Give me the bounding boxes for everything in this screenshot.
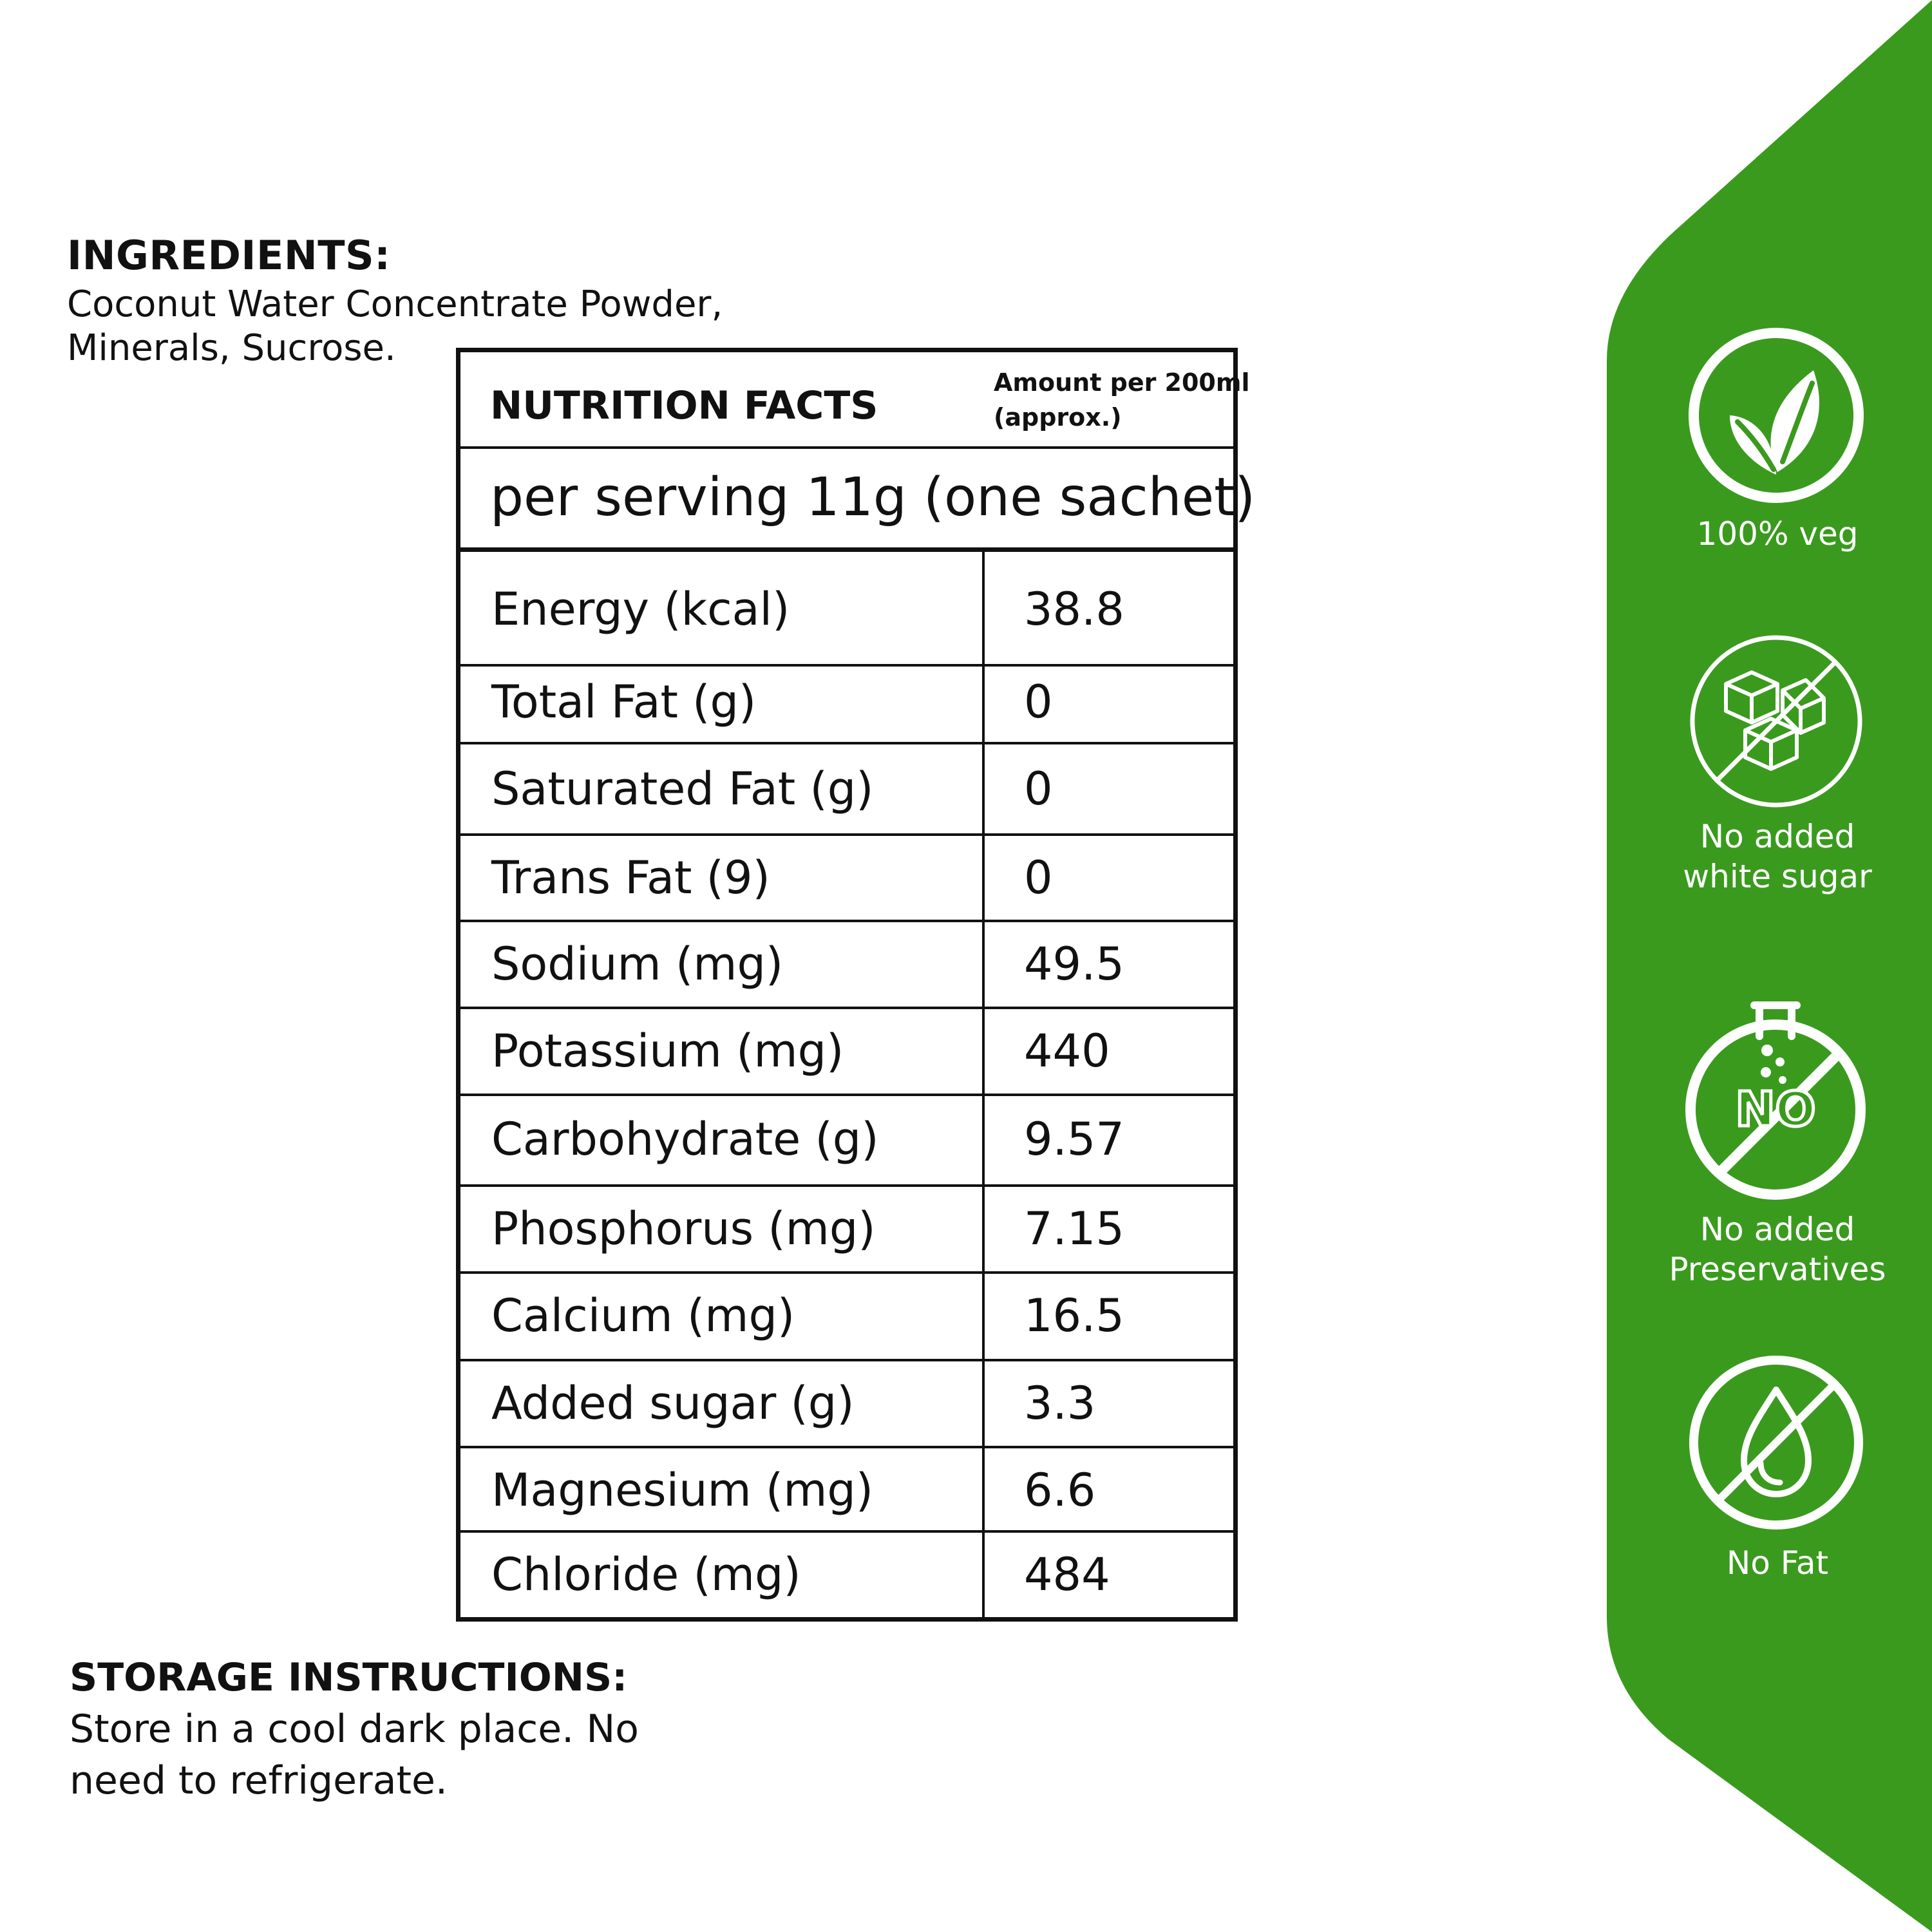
nutrient-label: Carbohydrate (g)	[491, 1113, 879, 1166]
nutrient-value: 440	[1024, 1025, 1110, 1077]
nutrient-row-trans-fat: Trans Fat (9) 0	[460, 836, 1233, 922]
nutrient-value: 7.15	[1024, 1202, 1124, 1255]
ingredients-heading: INGREDIENTS:	[67, 232, 391, 279]
no-fat-drop-icon	[1689, 1356, 1863, 1530]
leaf-icon	[1689, 328, 1864, 503]
nutrient-row-total-fat: Total Fat (g) 0	[460, 667, 1233, 744]
nutrient-label: Chloride (mg)	[491, 1548, 801, 1601]
nutrient-value: 3.3	[1024, 1377, 1096, 1430]
nutrition-header: NUTRITION FACTS Amount per 200ml (approx…	[460, 352, 1250, 449]
storage-heading: STORAGE INSTRUCTIONS:	[70, 1655, 628, 1700]
no-sugar-cubes-icon	[1690, 635, 1862, 808]
nutrient-row-calcium: Calcium (mg) 16.5	[460, 1274, 1233, 1361]
nutrient-value: 38.8	[1024, 583, 1124, 636]
nutrient-row-potassium: Potassium (mg) 440	[460, 1009, 1233, 1096]
nutrient-label: Magnesium (mg)	[491, 1464, 874, 1517]
column-divider	[982, 552, 985, 1622]
nutrient-label: Added sugar (g)	[491, 1377, 855, 1430]
nutrient-row-saturated-fat: Saturated Fat (g) 0	[460, 744, 1233, 836]
nutrient-row-added-sugar: Added sugar (g) 3.3	[460, 1361, 1233, 1448]
nutrient-label: Trans Fat (9)	[491, 851, 770, 904]
nutrient-row-energy: Energy (kcal) 38.8	[460, 552, 1233, 667]
nutrient-label: Calcium (mg)	[491, 1289, 795, 1342]
nutrient-row-carbohydrate: Carbohydrate (g) 9.57	[460, 1096, 1233, 1187]
ingredients-text-line-1: Coconut Water Concentrate Powder,	[67, 283, 723, 325]
nutrient-row-sodium: Sodium (mg) 49.5	[460, 922, 1233, 1009]
nutrition-title: NUTRITION FACTS	[490, 383, 878, 428]
amount-note-line-1: Amount per 200ml	[994, 368, 1250, 397]
nutrient-value: 0	[1024, 851, 1053, 904]
nutrition-amount-note: Amount per 200ml (approx.)	[994, 365, 1250, 435]
serving-size-text: per serving 11g (one sachet)	[490, 467, 1256, 528]
badge-label-veg: 100% veg	[1696, 515, 1859, 553]
nutrient-value: 0	[1024, 676, 1053, 728]
nutrient-row-phosphorus: Phosphorus (mg) 7.15	[460, 1187, 1233, 1274]
nutrient-label: Energy (kcal)	[491, 583, 790, 636]
nutrition-facts-table: NUTRITION FACTS Amount per 200ml (approx…	[456, 348, 1255, 1622]
nutrient-label: Sodium (mg)	[491, 938, 784, 990]
nutrient-label: Total Fat (g)	[491, 676, 757, 728]
nutrient-value: 49.5	[1024, 938, 1124, 990]
serving-size-row: per serving 11g (one sachet)	[460, 449, 1255, 552]
badge-icon-text: NO	[1736, 1082, 1816, 1137]
nutrient-row-magnesium: Magnesium (mg) 6.6	[460, 1448, 1233, 1533]
nutrient-label: Saturated Fat (g)	[491, 762, 874, 815]
no-preservatives-icon: NO	[1685, 1001, 1866, 1200]
nutrient-label: Potassium (mg)	[491, 1025, 844, 1077]
nutrient-value: 484	[1024, 1548, 1110, 1601]
nutrient-value: 9.57	[1024, 1113, 1124, 1166]
nutrient-value: 0	[1024, 762, 1053, 815]
badge-label-no-sugar: No added white sugar	[1683, 818, 1872, 895]
storage-text-line-1: Store in a cool dark place. No	[70, 1707, 639, 1752]
storage-text-line-2: need to refrigerate.	[70, 1758, 448, 1803]
badge-label-no-preservatives: No added Preservatives	[1669, 1211, 1886, 1288]
amount-note-line-2: (approx.)	[994, 403, 1122, 431]
nutrient-value: 16.5	[1024, 1289, 1124, 1342]
badge-label-no-fat: No Fat	[1726, 1544, 1829, 1582]
ingredients-text-line-2: Minerals, Sucrose.	[67, 327, 396, 369]
nutrient-label: Phosphorus (mg)	[491, 1202, 876, 1255]
nutrient-value: 6.6	[1024, 1464, 1096, 1517]
nutrient-row-chloride: Chloride (mg) 484	[460, 1533, 1233, 1622]
